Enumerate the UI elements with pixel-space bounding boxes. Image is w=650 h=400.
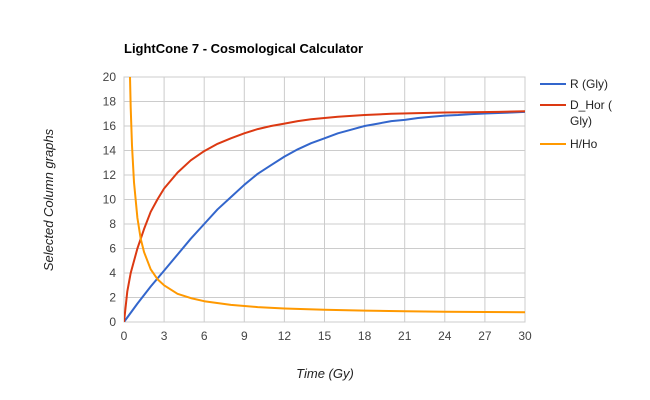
x-tick-labels: 0 3 6 9 12 15 18 21 24 27 30 [121,329,532,343]
legend-item-r-gly[interactable]: R (Gly) [540,77,608,91]
x-tick-label: 0 [121,329,128,343]
y-tick-label: 2 [109,291,116,305]
x-tick-label: 24 [438,329,452,343]
series-lines [124,77,525,322]
y-tick-label: 20 [103,70,117,84]
x-tick-label: 18 [358,329,372,343]
y-tick-label: 16 [103,119,117,133]
y-tick-label: 14 [103,144,117,158]
y-axis-label: Selected Column graphs [41,128,56,271]
series-line-r-gly [124,110,525,322]
y-tick-label: 8 [109,217,116,231]
y-tick-label: 4 [109,266,116,280]
y-tick-label: 12 [103,168,117,182]
legend-item-h-ho[interactable]: H/Ho [540,137,598,151]
legend-label: H/Ho [570,137,598,151]
legend: R (Gly) D_Hor ( Gly) H/Ho [540,77,612,151]
x-axis-label: Time (Gy) [296,366,354,381]
series-line-h-ho [129,77,525,314]
y-tick-label: 18 [103,95,117,109]
y-tick-labels: 0 2 4 6 8 10 12 14 16 18 20 [103,70,117,329]
legend-label: R (Gly) [570,77,608,91]
x-tick-label: 15 [318,329,332,343]
chart-title: LightCone 7 - Cosmological Calculator [124,41,363,56]
x-tick-label: 6 [201,329,208,343]
legend-label: Gly) [570,114,592,128]
y-tick-label: 0 [109,315,116,329]
x-tick-label: 3 [161,329,168,343]
legend-item-d-hor-gly[interactable]: D_Hor ( Gly) [540,98,612,128]
y-tick-label: 10 [103,193,117,207]
x-tick-label: 9 [241,329,248,343]
plot-frame [123,76,526,323]
legend-label: D_Hor ( [570,98,612,112]
x-tick-label: 21 [398,329,412,343]
y-tick-label: 6 [109,242,116,256]
x-tick-label: 27 [478,329,492,343]
x-tick-label: 12 [278,329,292,343]
series-line-d-hor-gly [124,110,525,322]
x-tick-label: 30 [518,329,532,343]
